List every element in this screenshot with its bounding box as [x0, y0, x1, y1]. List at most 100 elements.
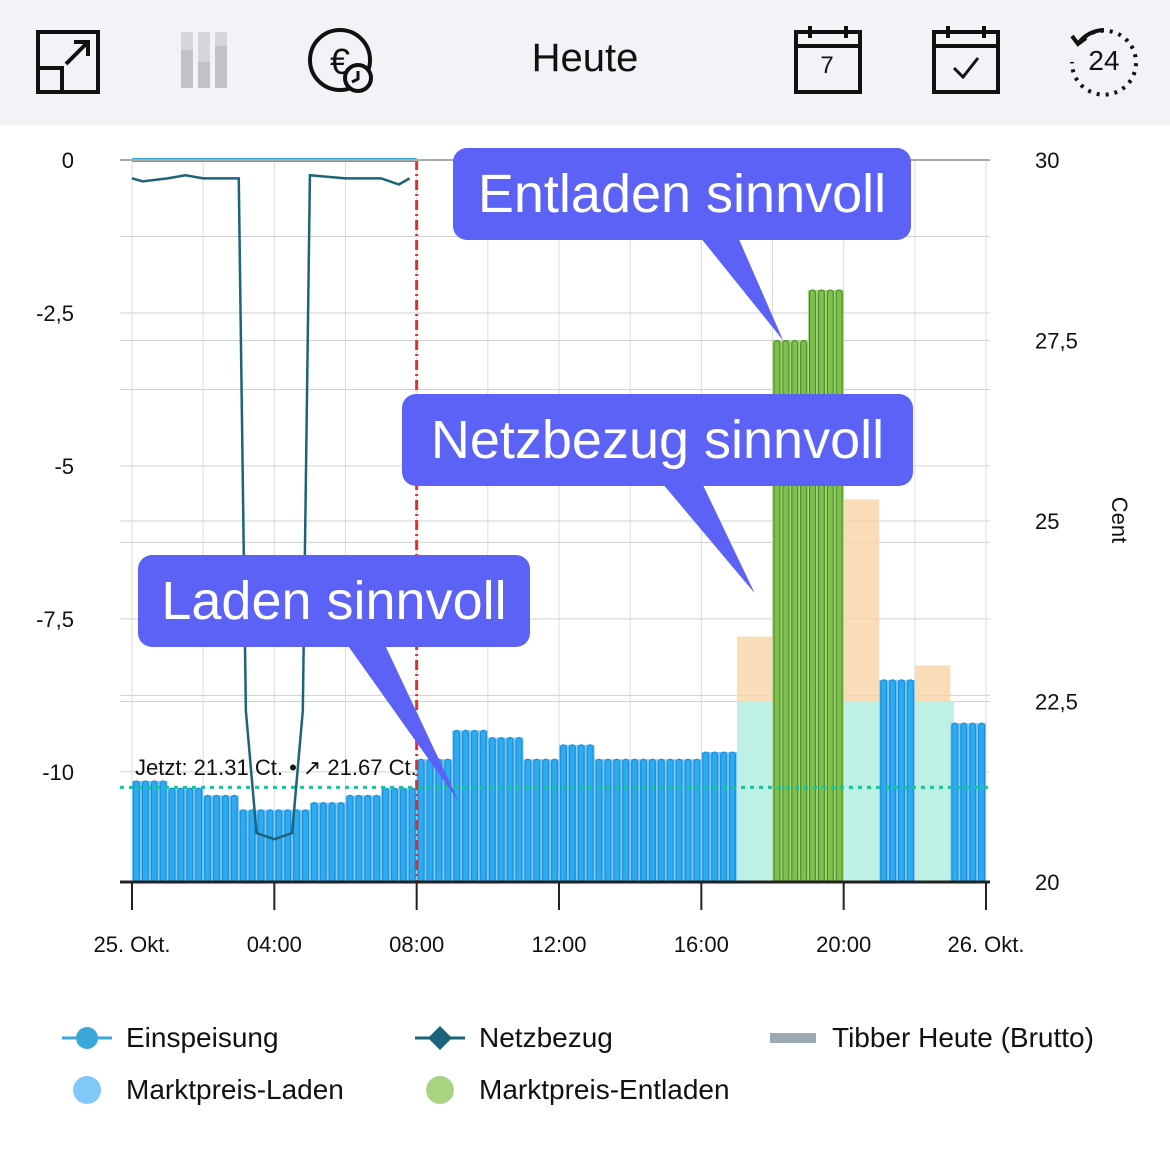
price-bar-slat: [711, 751, 719, 883]
price-bar-slat: [604, 758, 612, 883]
bar-icon: [768, 1023, 818, 1053]
price-bar-slat: [293, 809, 301, 883]
price-bar-slat: [826, 289, 834, 883]
legend-label: Marktpreis-Laden: [126, 1074, 344, 1105]
price-bar-slat: [675, 758, 683, 883]
x-tick-label: 25. Okt.: [93, 932, 170, 957]
callout-pointer: [662, 483, 755, 594]
bars-icon[interactable]: [164, 22, 244, 102]
price-bar-slat: [568, 744, 576, 883]
background-bands: [736, 499, 954, 882]
history-24-icon[interactable]: 24: [1064, 22, 1144, 102]
price-bar-slat: [221, 794, 229, 883]
price-bar-slat: [666, 758, 674, 883]
price-bar-slat: [177, 787, 185, 883]
expand-icon[interactable]: [28, 22, 108, 102]
price-bar-slat: [728, 751, 737, 883]
callout-pointer: [700, 237, 784, 341]
price-bar-slat: [657, 758, 665, 883]
y-left-tick-label: 0: [62, 148, 74, 173]
price-bar-slat: [880, 679, 888, 883]
price-bar-slat: [141, 780, 149, 883]
price-bar-slat: [204, 794, 212, 883]
calendar-7-icon[interactable]: 7: [792, 22, 872, 102]
price-bar-slat: [453, 729, 461, 883]
legend-item-einspeisung[interactable]: Einspeisung: [62, 1018, 279, 1058]
y-right-tick-label: 30: [1035, 148, 1059, 173]
x-tick-label: 08:00: [389, 932, 444, 957]
price-bar-slat: [328, 801, 336, 883]
euro-clock-icon[interactable]: €: [300, 22, 380, 102]
price-bar-slat: [150, 780, 158, 883]
price-bar-slat: [266, 809, 274, 883]
price-bar-slat: [284, 809, 292, 883]
price-bar-slat: [319, 801, 327, 883]
legend-label: Tibber Heute (Brutto): [832, 1022, 1094, 1053]
legend-item-netzbezug[interactable]: Netzbezug: [415, 1018, 613, 1058]
price-bar-slat: [159, 780, 167, 883]
annotation-callout: Entladen sinnvoll: [453, 148, 911, 341]
history-24-label: 24: [1088, 45, 1119, 76]
x-tick-label: 04:00: [247, 932, 302, 957]
price-bar-slat: [417, 758, 425, 883]
price-bar-slat: [533, 758, 541, 883]
y-right-tick-label: 25: [1035, 509, 1059, 534]
price-bar-slat: [960, 722, 968, 883]
price-bar-slat: [702, 751, 710, 883]
price-bar-slat: [720, 751, 728, 883]
price-bar-slat: [524, 758, 532, 883]
price-chart: Jetzt: 21.31 Ct. • ↗ 21.67 Ct. 25. Okt. 04…: [36, 148, 1132, 957]
price-bar-slat: [835, 289, 843, 883]
x-tick-label: 12:00: [531, 932, 586, 957]
price-bar-slat: [239, 809, 247, 883]
netzbezug-line: [131, 173, 411, 841]
x-tick-label: 16:00: [674, 932, 729, 957]
price-bar-slat: [577, 744, 585, 883]
legend-label: Einspeisung: [126, 1022, 279, 1053]
price-bar-slat: [248, 809, 256, 883]
price-bar-slat: [488, 736, 496, 883]
price-bar-slat: [355, 794, 363, 883]
legend-item-marktpreis-entladen[interactable]: Marktpreis-Entladen: [415, 1070, 730, 1110]
callout-text: Entladen sinnvoll: [478, 164, 886, 224]
y-left-tick-label: -10: [42, 760, 74, 785]
legend-label: Netzbezug: [479, 1022, 613, 1053]
price-bar-slat: [559, 744, 567, 883]
y-left-tick-label: -2,5: [36, 301, 74, 326]
annotation-callout: Netzbezug sinnvoll: [402, 394, 913, 594]
price-bar-slat: [364, 794, 372, 883]
price-bar-slat: [168, 787, 176, 883]
y-right-tick-label: 20: [1035, 870, 1059, 895]
price-bar-slat: [595, 758, 603, 883]
y-right-axis-label: Cent: [1107, 497, 1132, 543]
legend-item-marktpreis-laden[interactable]: Marktpreis-Laden: [62, 1070, 344, 1110]
price-bar-slat: [399, 787, 407, 883]
netzbezug-band: [736, 636, 773, 702]
price-bar-slat: [889, 679, 897, 883]
price-bar-slat: [693, 758, 701, 883]
price-bar-slat: [390, 787, 398, 883]
calendar-week-number: 7: [820, 52, 834, 79]
toolbar: € Heute 7 24: [0, 0, 1170, 125]
annotation-callout: Laden sinnvoll: [138, 555, 530, 803]
price-bar-slat: [230, 794, 238, 883]
calendar-check-icon[interactable]: [930, 22, 1010, 102]
price-bar-slat: [969, 722, 977, 883]
price-bar-slat: [497, 736, 505, 883]
price-bar-slat: [337, 801, 345, 883]
price-bar-slat: [639, 758, 648, 883]
legend: Einspeisung Netzbezug Tibber Heute (Brut…: [0, 1010, 1170, 1140]
y-right-tick-label: 27,5: [1035, 329, 1078, 354]
price-bar-slat: [257, 809, 265, 883]
legend-item-tibber[interactable]: Tibber Heute (Brutto): [768, 1018, 1094, 1058]
callout-box: [402, 394, 913, 486]
price-bar-slat: [195, 787, 203, 883]
y-left-tick-label: -7,5: [36, 607, 74, 632]
price-bar-slat: [551, 758, 559, 883]
price-bar-slat: [346, 794, 354, 883]
price-bar-slat: [542, 758, 550, 883]
price-bar-slat: [951, 722, 959, 883]
y-right-tick-label: 22,5: [1035, 690, 1078, 715]
price-bar-slat: [506, 736, 514, 883]
price-bar-slat: [622, 758, 630, 883]
